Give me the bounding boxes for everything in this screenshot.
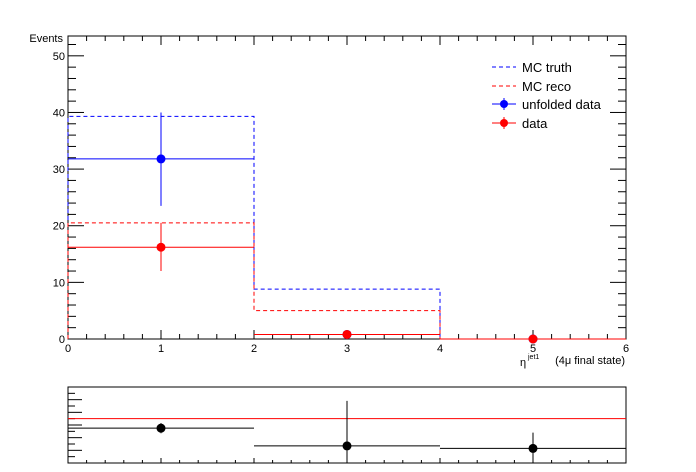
y-tick-label: 30 bbox=[53, 164, 65, 176]
data-point bbox=[342, 329, 352, 339]
y-tick-label: 50 bbox=[53, 51, 65, 63]
legend-label-unfolded-data: unfolded data bbox=[522, 97, 602, 112]
legend-swatch-unfolded-marker bbox=[500, 100, 508, 108]
unfolded-point bbox=[156, 154, 166, 164]
main-series-layer bbox=[67, 112, 626, 344]
x-axis-label: η jet1 (4μ final state) bbox=[520, 354, 625, 369]
ratio-series-layer bbox=[68, 400, 626, 463]
x-axis-label-superscript: jet1 bbox=[527, 354, 539, 361]
ratio-point bbox=[528, 443, 538, 453]
y-tick-label: 20 bbox=[53, 221, 65, 233]
x-axis-label-symbol: η bbox=[520, 357, 526, 369]
x-tick-label: 2 bbox=[251, 343, 257, 355]
y-tick-label: 0 bbox=[59, 334, 65, 346]
legend-label-mc-truth: MC truth bbox=[522, 60, 572, 75]
legend-label-mc-reco: MC reco bbox=[522, 79, 571, 94]
legend-label-data: data bbox=[522, 116, 548, 131]
legend-swatch-data-marker bbox=[500, 119, 508, 127]
data-point bbox=[156, 242, 166, 252]
ratio-point bbox=[342, 441, 352, 451]
x-tick-label: 5 bbox=[530, 343, 536, 355]
mc_truth-histogram bbox=[67, 115, 626, 340]
ratio-axis-ticks bbox=[67, 386, 627, 464]
x-tick-label: 0 bbox=[65, 343, 71, 355]
x-tick-label: 6 bbox=[623, 343, 629, 355]
y-tick-label: 40 bbox=[53, 107, 65, 119]
main-axis-ticks: 0 1 2 3 4 5 6 0 10 20 30 40 50 bbox=[53, 36, 629, 355]
legend: MC truth MC reco unfolded data data bbox=[492, 60, 602, 131]
x-tick-label: 4 bbox=[437, 343, 443, 355]
y-axis-label: Events bbox=[29, 33, 63, 45]
data-point bbox=[528, 334, 538, 344]
y-tick-label: 10 bbox=[53, 277, 65, 289]
x-tick-label: 3 bbox=[344, 343, 350, 355]
x-axis-label-suffix: (4μ final state) bbox=[555, 355, 625, 367]
ratio-point bbox=[156, 423, 166, 433]
x-tick-label: 1 bbox=[158, 343, 164, 355]
